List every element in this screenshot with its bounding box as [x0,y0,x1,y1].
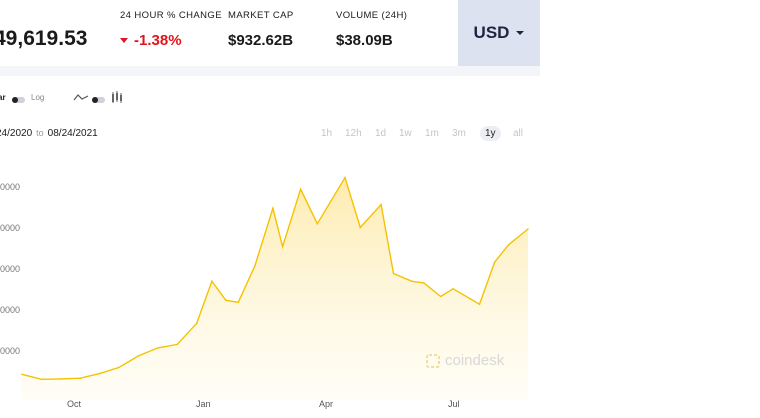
price-point [157,347,159,349]
price-point [410,280,413,282]
price-point [527,228,529,230]
price-point [79,377,81,379]
price-chart[interactable] [0,150,540,400]
price-point [40,378,43,381]
price-point [237,301,240,304]
price-point [272,207,274,210]
price-point [344,176,346,179]
price-area-fill [22,177,528,400]
currency-label: USD [473,23,510,42]
price-point [281,245,284,248]
range-button-1d[interactable]: 1d [375,128,387,139]
range-button-1w[interactable]: 1w [399,128,412,139]
coindesk-watermark: coindesk [425,352,504,369]
price-line [21,175,529,381]
down-arrow-icon [120,37,128,43]
price-point [493,261,496,263]
price-point [439,295,442,298]
log-scale-label[interactable]: Log [31,93,45,102]
change-value: -1.38% [120,32,182,49]
price-label: E [0,10,1,21]
watermark-text: coindesk [445,352,505,369]
caret-down-icon [516,31,525,35]
price-point [452,288,454,290]
price-point [316,222,319,225]
price-point [195,322,198,325]
price-point [478,303,481,305]
linear-scale-label[interactable]: ar [0,93,6,102]
y-tick-label: 0000 [0,346,21,356]
candlestick-chart-icon[interactable] [111,91,123,104]
price-point [299,188,302,190]
price-point [176,343,179,346]
range-button-1y[interactable]: 1y [480,126,501,141]
range-button-12h[interactable]: 12h [345,128,362,139]
price-point [380,203,382,206]
y-tick-label: 0000 [0,305,21,315]
x-tick-label: Oct [67,399,82,409]
volume-value: $38.09B [336,32,393,49]
change-label: 24 HOUR % CHANGE [120,10,222,21]
section-divider [0,66,540,76]
date-to-word: to [36,128,44,138]
marketcap-value: $932.62B [228,32,294,49]
price-point [60,378,62,380]
chart-type-toggle[interactable] [92,97,105,103]
currency-dropdown[interactable]: USD [458,0,540,66]
price-point [225,299,227,302]
price-point [98,372,101,375]
current-price: 49,619.53 [0,27,88,50]
price-point [21,373,23,376]
y-tick-label: 0000 [0,223,21,233]
price-point [118,366,120,369]
x-tick-label: Jan [196,399,211,409]
x-tick-label: Jul [448,399,460,409]
price-point [211,280,213,282]
change-text: -1.38% [134,32,182,49]
scale-toggle[interactable] [12,97,25,103]
volume-label: VOLUME (24H) [336,10,408,21]
price-point [423,282,425,284]
line-chart-icon[interactable] [73,93,89,103]
x-tick-label: Apr [319,399,334,409]
coindesk-logo-icon [426,353,440,368]
y-tick-label: 0000 [0,182,21,192]
range-button-1m[interactable]: 1m [425,128,439,139]
price-point [254,265,256,267]
marketcap-label: MARKET CAP [228,10,294,21]
range-button-all[interactable]: all [513,128,524,139]
range-button-1h[interactable]: 1h [321,128,333,139]
date-to: 08/24/2021 [47,128,98,139]
y-tick-label: 0000 [0,264,21,274]
stats-bar: E 49,619.53 24 HOUR % CHANGE -1.38% MARK… [0,0,540,66]
price-panel: E 49,619.53 24 HOUR % CHANGE -1.38% MARK… [0,0,540,409]
price-point [359,226,362,229]
price-point [137,355,140,357]
price-point [392,272,395,275]
range-button-3m[interactable]: 3m [452,128,466,139]
date-from: 24/2020 [0,128,33,139]
price-point [507,244,510,246]
